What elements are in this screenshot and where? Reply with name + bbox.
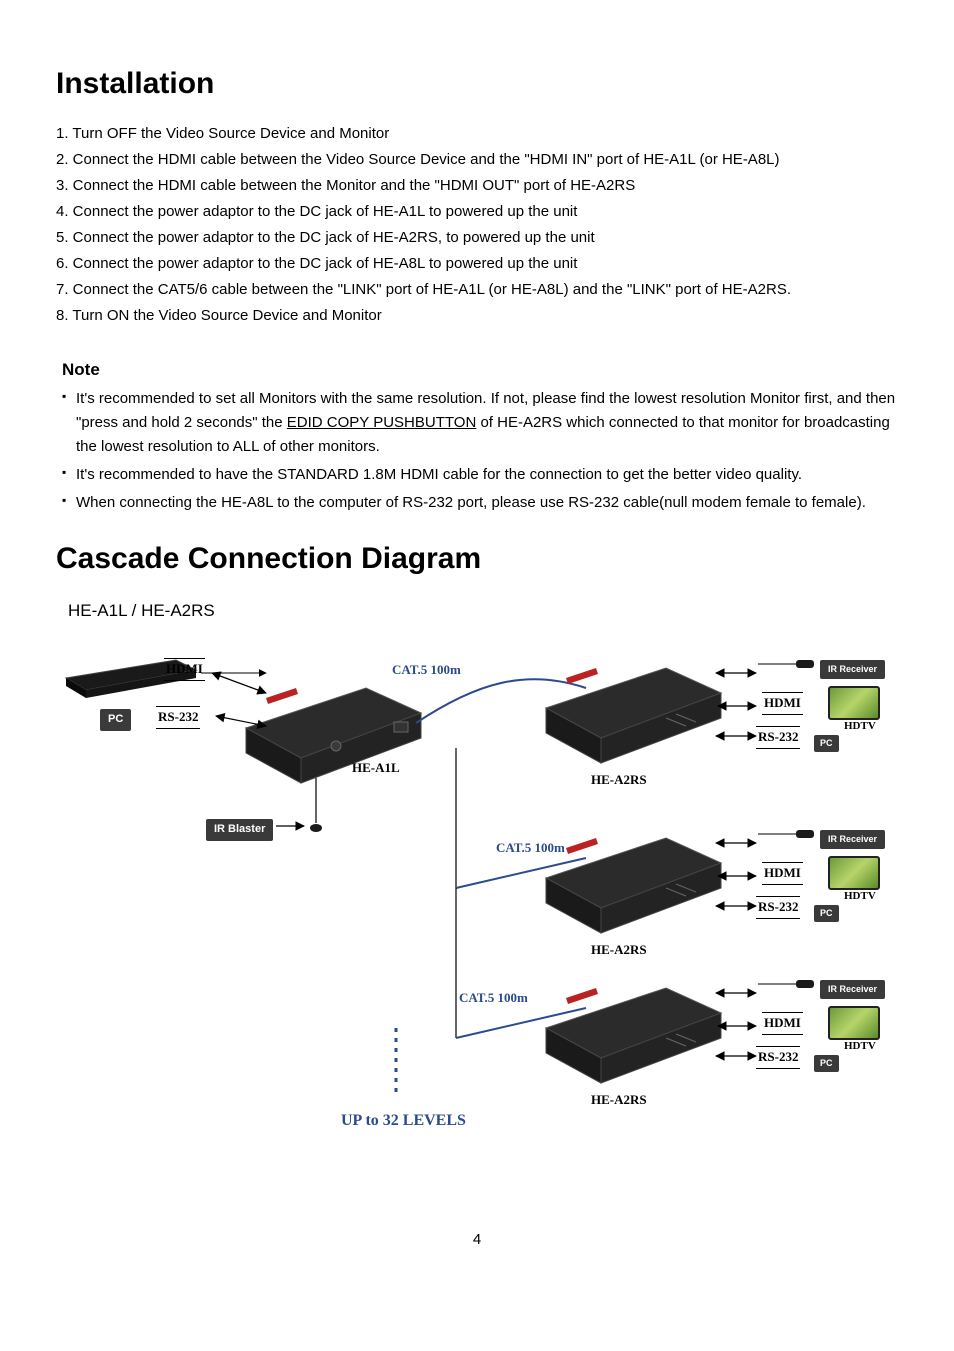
cascade-heading: Cascade Connection Diagram xyxy=(56,535,898,583)
cat5-label-2: CAT.5 100m xyxy=(496,838,565,859)
note-item-2: It's recommended to have the STANDARD 1.… xyxy=(56,463,898,487)
hdtv-icon-3 xyxy=(828,1006,880,1040)
note1-underline: EDID COPY PUSHBUTTON xyxy=(287,414,476,431)
pc-out-label-2: PC xyxy=(814,905,839,921)
step-7: 7. Connect the CAT5/6 cable between the … xyxy=(56,278,898,302)
installation-steps: 1. Turn OFF the Video Source Device and … xyxy=(56,122,898,328)
pc-label-left: PC xyxy=(100,708,131,731)
step-3: 3. Connect the HDMI cable between the Mo… xyxy=(56,174,898,198)
hea1l-label: HE-A1L xyxy=(352,758,400,779)
cascade-subtitle: HE-A1L / HE-A2RS xyxy=(68,597,898,624)
notes-list: It's recommended to set all Monitors wit… xyxy=(56,387,898,515)
hdmi-out-label-2: HDMI xyxy=(762,862,803,885)
upto-label: UP to 32 LEVELS xyxy=(341,1108,466,1134)
hdmi-out-label-1: HDMI xyxy=(762,692,803,715)
installation-heading: Installation xyxy=(56,60,898,108)
hea2rs-label-1: HE-A2RS xyxy=(591,770,647,791)
rs232-out-label-2: RS-232 xyxy=(756,896,800,919)
step-4: 4. Connect the power adaptor to the DC j… xyxy=(56,200,898,224)
hdmi-label-src: HDMI xyxy=(164,658,205,681)
hdtv-text-3: HDTV xyxy=(844,1038,876,1056)
hdtv-text-1: HDTV xyxy=(844,718,876,736)
step-5: 5. Connect the power adaptor to the DC j… xyxy=(56,226,898,250)
hdmi-out-label-3: HDMI xyxy=(762,1012,803,1035)
irreceiver-label-3: IR Receiver xyxy=(820,980,885,998)
rs232-out-label-3: RS-232 xyxy=(756,1046,800,1069)
step-8: 8. Turn ON the Video Source Device and M… xyxy=(56,304,898,328)
cascade-diagram: HDMI PC RS-232 HE-A1L IR Blaster CAT.5 1… xyxy=(56,628,898,1158)
page-number: 4 xyxy=(56,1228,898,1252)
cat5-label-1: CAT.5 100m xyxy=(392,660,461,681)
irreceiver-label-1: IR Receiver xyxy=(820,660,885,678)
pc-out-label-1: PC xyxy=(814,735,839,751)
hdtv-icon-2 xyxy=(828,856,880,890)
step-1: 1. Turn OFF the Video Source Device and … xyxy=(56,122,898,146)
hea2rs-label-3: HE-A2RS xyxy=(591,1090,647,1111)
irblaster-label: IR Blaster xyxy=(206,818,273,841)
step-2: 2. Connect the HDMI cable between the Vi… xyxy=(56,148,898,172)
cat5-label-3: CAT.5 100m xyxy=(459,988,528,1009)
note-item-3: When connecting the HE-A8L to the comput… xyxy=(56,491,898,515)
step-6: 6. Connect the power adaptor to the DC j… xyxy=(56,252,898,276)
note-item-1: It's recommended to set all Monitors wit… xyxy=(56,387,898,459)
irreceiver-label-2: IR Receiver xyxy=(820,830,885,848)
hea2rs-label-2: HE-A2RS xyxy=(591,940,647,961)
hdtv-icon-1 xyxy=(828,686,880,720)
hdtv-text-2: HDTV xyxy=(844,888,876,906)
pc-out-label-3: PC xyxy=(814,1055,839,1071)
note-heading: Note xyxy=(62,356,898,383)
rs232-label-left: RS-232 xyxy=(156,706,200,729)
rs232-out-label-1: RS-232 xyxy=(756,726,800,749)
